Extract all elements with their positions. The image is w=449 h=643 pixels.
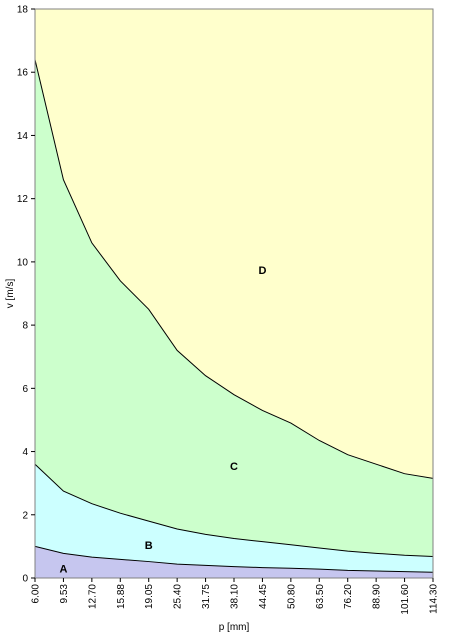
y-tick-label: 14: [17, 131, 29, 142]
region-c-area: [35, 59, 433, 557]
x-tick-label: 15.88: [116, 584, 127, 609]
y-axis: 0 2 4 6 8 10 12 14 16 18: [17, 5, 35, 585]
y-tick-label: 2: [22, 510, 28, 521]
y-tick-label: 6: [22, 384, 28, 395]
x-axis: 6.00 9.53 12.70 15.88 19.05 25.40 31.75 38.10 44…: [31, 578, 440, 615]
x-tick-label: 9.53: [59, 584, 70, 604]
boundary-line-a-b: [34, 545, 434, 573]
boundary-line-b-c: [34, 463, 434, 558]
region-b-area: [35, 464, 433, 573]
x-tick-label: 63.50: [315, 584, 326, 609]
region-c-label: C: [230, 461, 238, 473]
y-tick-label: 12: [17, 194, 29, 205]
x-tick-label: 44.45: [258, 584, 269, 609]
x-tick-label: 12.70: [87, 584, 98, 609]
x-tick-label: 50.80: [286, 584, 297, 609]
x-tick-label: 76.20: [343, 584, 354, 609]
y-tick-label: 0: [22, 574, 28, 585]
x-axis-title: p [mm]: [219, 622, 250, 633]
y-tick-label: 10: [17, 257, 29, 268]
y-axis-title: v [m/s]: [5, 279, 16, 309]
y-tick-label: 18: [17, 5, 29, 16]
boundary-line-c-d: [34, 59, 434, 479]
y-tick-label: 16: [17, 68, 29, 79]
boundary-lines-layer: [34, 59, 434, 573]
x-tick-label: 6.00: [31, 584, 42, 604]
x-tick-label: 25.40: [173, 584, 184, 609]
regions-layer: [35, 9, 433, 578]
y-tick-label: 8: [22, 321, 28, 332]
region-labels-layer: A B C D: [59, 265, 266, 576]
x-tick-label: 38.10: [230, 584, 241, 609]
x-tick-label: 88.90: [372, 584, 383, 609]
region-d-label: D: [258, 265, 266, 277]
y-tick-label: 4: [22, 447, 28, 458]
x-tick-label: 114.30: [429, 584, 440, 614]
region-a-label: A: [59, 564, 67, 576]
x-tick-label: 101.60: [400, 584, 411, 615]
region-b-label: B: [145, 540, 153, 552]
x-tick-label: 31.75: [201, 584, 212, 609]
x-tick-label: 19.05: [144, 584, 155, 609]
region-d-area: [35, 9, 433, 479]
